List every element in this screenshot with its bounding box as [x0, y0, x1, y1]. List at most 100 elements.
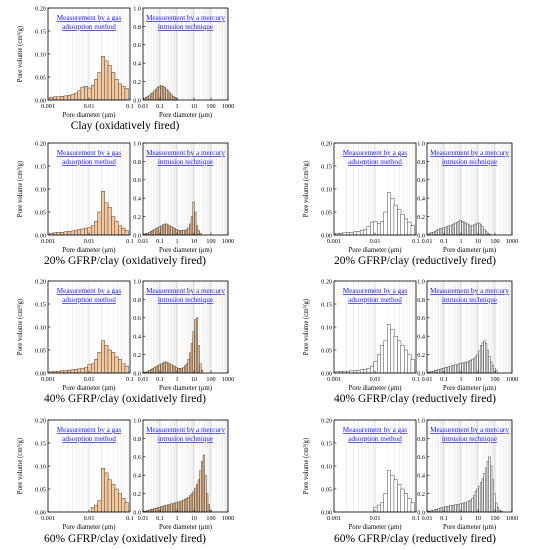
bar — [161, 362, 165, 374]
bar — [403, 349, 408, 374]
y-tick-label: 0.0 — [133, 370, 141, 377]
x-axis-label: Pore diameter (μm) — [62, 524, 115, 531]
x-axis-label: Pore diameter (μm) — [348, 385, 401, 392]
bar — [80, 86, 85, 101]
x-tick-label: 0.001 — [327, 515, 341, 522]
x-tick-label: 100 — [206, 103, 215, 110]
bar — [468, 224, 471, 236]
bar — [473, 495, 476, 513]
bar — [155, 366, 158, 374]
bar — [153, 90, 156, 101]
bar — [456, 221, 459, 236]
bar — [370, 221, 375, 236]
bar — [410, 225, 415, 236]
x-tick-label: 10 — [475, 376, 481, 383]
bar — [56, 96, 61, 101]
bar — [185, 497, 188, 513]
bar — [124, 88, 129, 101]
chart-title-line: Measurement by a gas — [57, 426, 122, 434]
bar — [111, 216, 116, 236]
bar — [189, 495, 192, 513]
bar — [199, 470, 202, 513]
x-tick-label: 0.001 — [41, 238, 55, 245]
bar — [466, 501, 469, 513]
y-tick-label: 0.4 — [133, 61, 141, 68]
bar — [434, 509, 437, 513]
y-tick-label: 0.6 — [133, 42, 141, 49]
bar — [206, 493, 209, 513]
bar — [435, 509, 438, 513]
bar — [393, 479, 398, 513]
y-tick-label: 0.15 — [321, 301, 332, 308]
bar — [432, 232, 435, 236]
bar — [201, 370, 204, 374]
bar — [485, 231, 488, 236]
bar — [114, 356, 119, 374]
bar — [445, 367, 449, 374]
bar — [483, 473, 486, 513]
y-tick-label: 0.6 — [133, 177, 141, 184]
bar — [452, 365, 455, 374]
bar — [67, 370, 72, 374]
x-tick-label: 0.1 — [440, 376, 448, 383]
bar — [461, 503, 464, 513]
bar — [437, 508, 440, 513]
y-tick-label: 0.10 — [35, 324, 46, 331]
bar — [400, 488, 405, 513]
bar — [454, 222, 457, 236]
bar — [189, 223, 192, 236]
bar — [121, 363, 126, 374]
bar — [194, 319, 197, 374]
bar — [473, 358, 476, 374]
y-tick-label: 0.00 — [35, 509, 46, 516]
x-tick-label: 0.01 — [84, 238, 95, 245]
bar — [478, 222, 481, 236]
bar — [67, 231, 72, 236]
y-tick-label: 0.20 — [35, 140, 46, 147]
bar — [172, 365, 175, 374]
bar — [173, 502, 176, 513]
x-tick-label: 0.01 — [422, 376, 433, 383]
plot-frame — [142, 419, 229, 513]
bar — [178, 501, 182, 513]
bar — [479, 482, 483, 513]
x-tick-label: 10 — [475, 238, 481, 245]
bar — [495, 370, 498, 374]
y-tick-label: 0.4 — [133, 473, 141, 480]
chart-title-line: Measurement by a mercury — [146, 14, 225, 22]
x-axis-label: Pore diameter (μm) — [159, 247, 212, 254]
x-axis-label: Pore diameter (μm) — [62, 247, 115, 254]
chart-panel-clay_ox_gas: 0.00 0.05 0.10 0.15 0.20 0.001 0.01 0.1 Pore dia… — [17, 5, 134, 119]
bar — [170, 364, 173, 374]
bar — [84, 367, 89, 374]
bar — [387, 324, 392, 374]
bar — [493, 493, 496, 513]
y-tick-label: 1.0 — [133, 5, 141, 12]
bar — [194, 211, 197, 236]
bar — [165, 361, 168, 374]
bar — [177, 368, 180, 374]
caption-60-reductive: 60% GFRP/clay (reductively fired) — [334, 533, 496, 545]
y-tick-label: 0.10 — [35, 51, 46, 58]
x-tick-label: 0.01 — [370, 376, 381, 383]
x-tick-label: 0.01 — [138, 103, 149, 110]
bar — [469, 225, 472, 236]
bar — [483, 340, 486, 374]
x-tick-label: 0.01 — [84, 376, 95, 383]
x-tick-label: 10 — [475, 515, 481, 522]
x-tick-label: 1 — [175, 238, 178, 245]
x-tick-label: 1 — [459, 376, 462, 383]
chart-title-line: intrusion technique — [442, 296, 497, 304]
chart-panel-g40_ox_gas: 0.00 0.05 0.10 0.15 0.20 0.001 0.01 0.1 Pore dia… — [17, 278, 134, 392]
bar — [151, 509, 154, 513]
x-tick-label: 0.1 — [126, 515, 134, 522]
bar — [387, 192, 392, 236]
bar — [449, 366, 452, 374]
bar — [479, 224, 483, 236]
bar — [445, 506, 449, 513]
x-axis-label: Pore diameter (μm) — [443, 385, 496, 392]
bar — [390, 197, 395, 236]
bar — [444, 227, 447, 236]
bar — [153, 367, 156, 374]
bar — [447, 225, 450, 236]
